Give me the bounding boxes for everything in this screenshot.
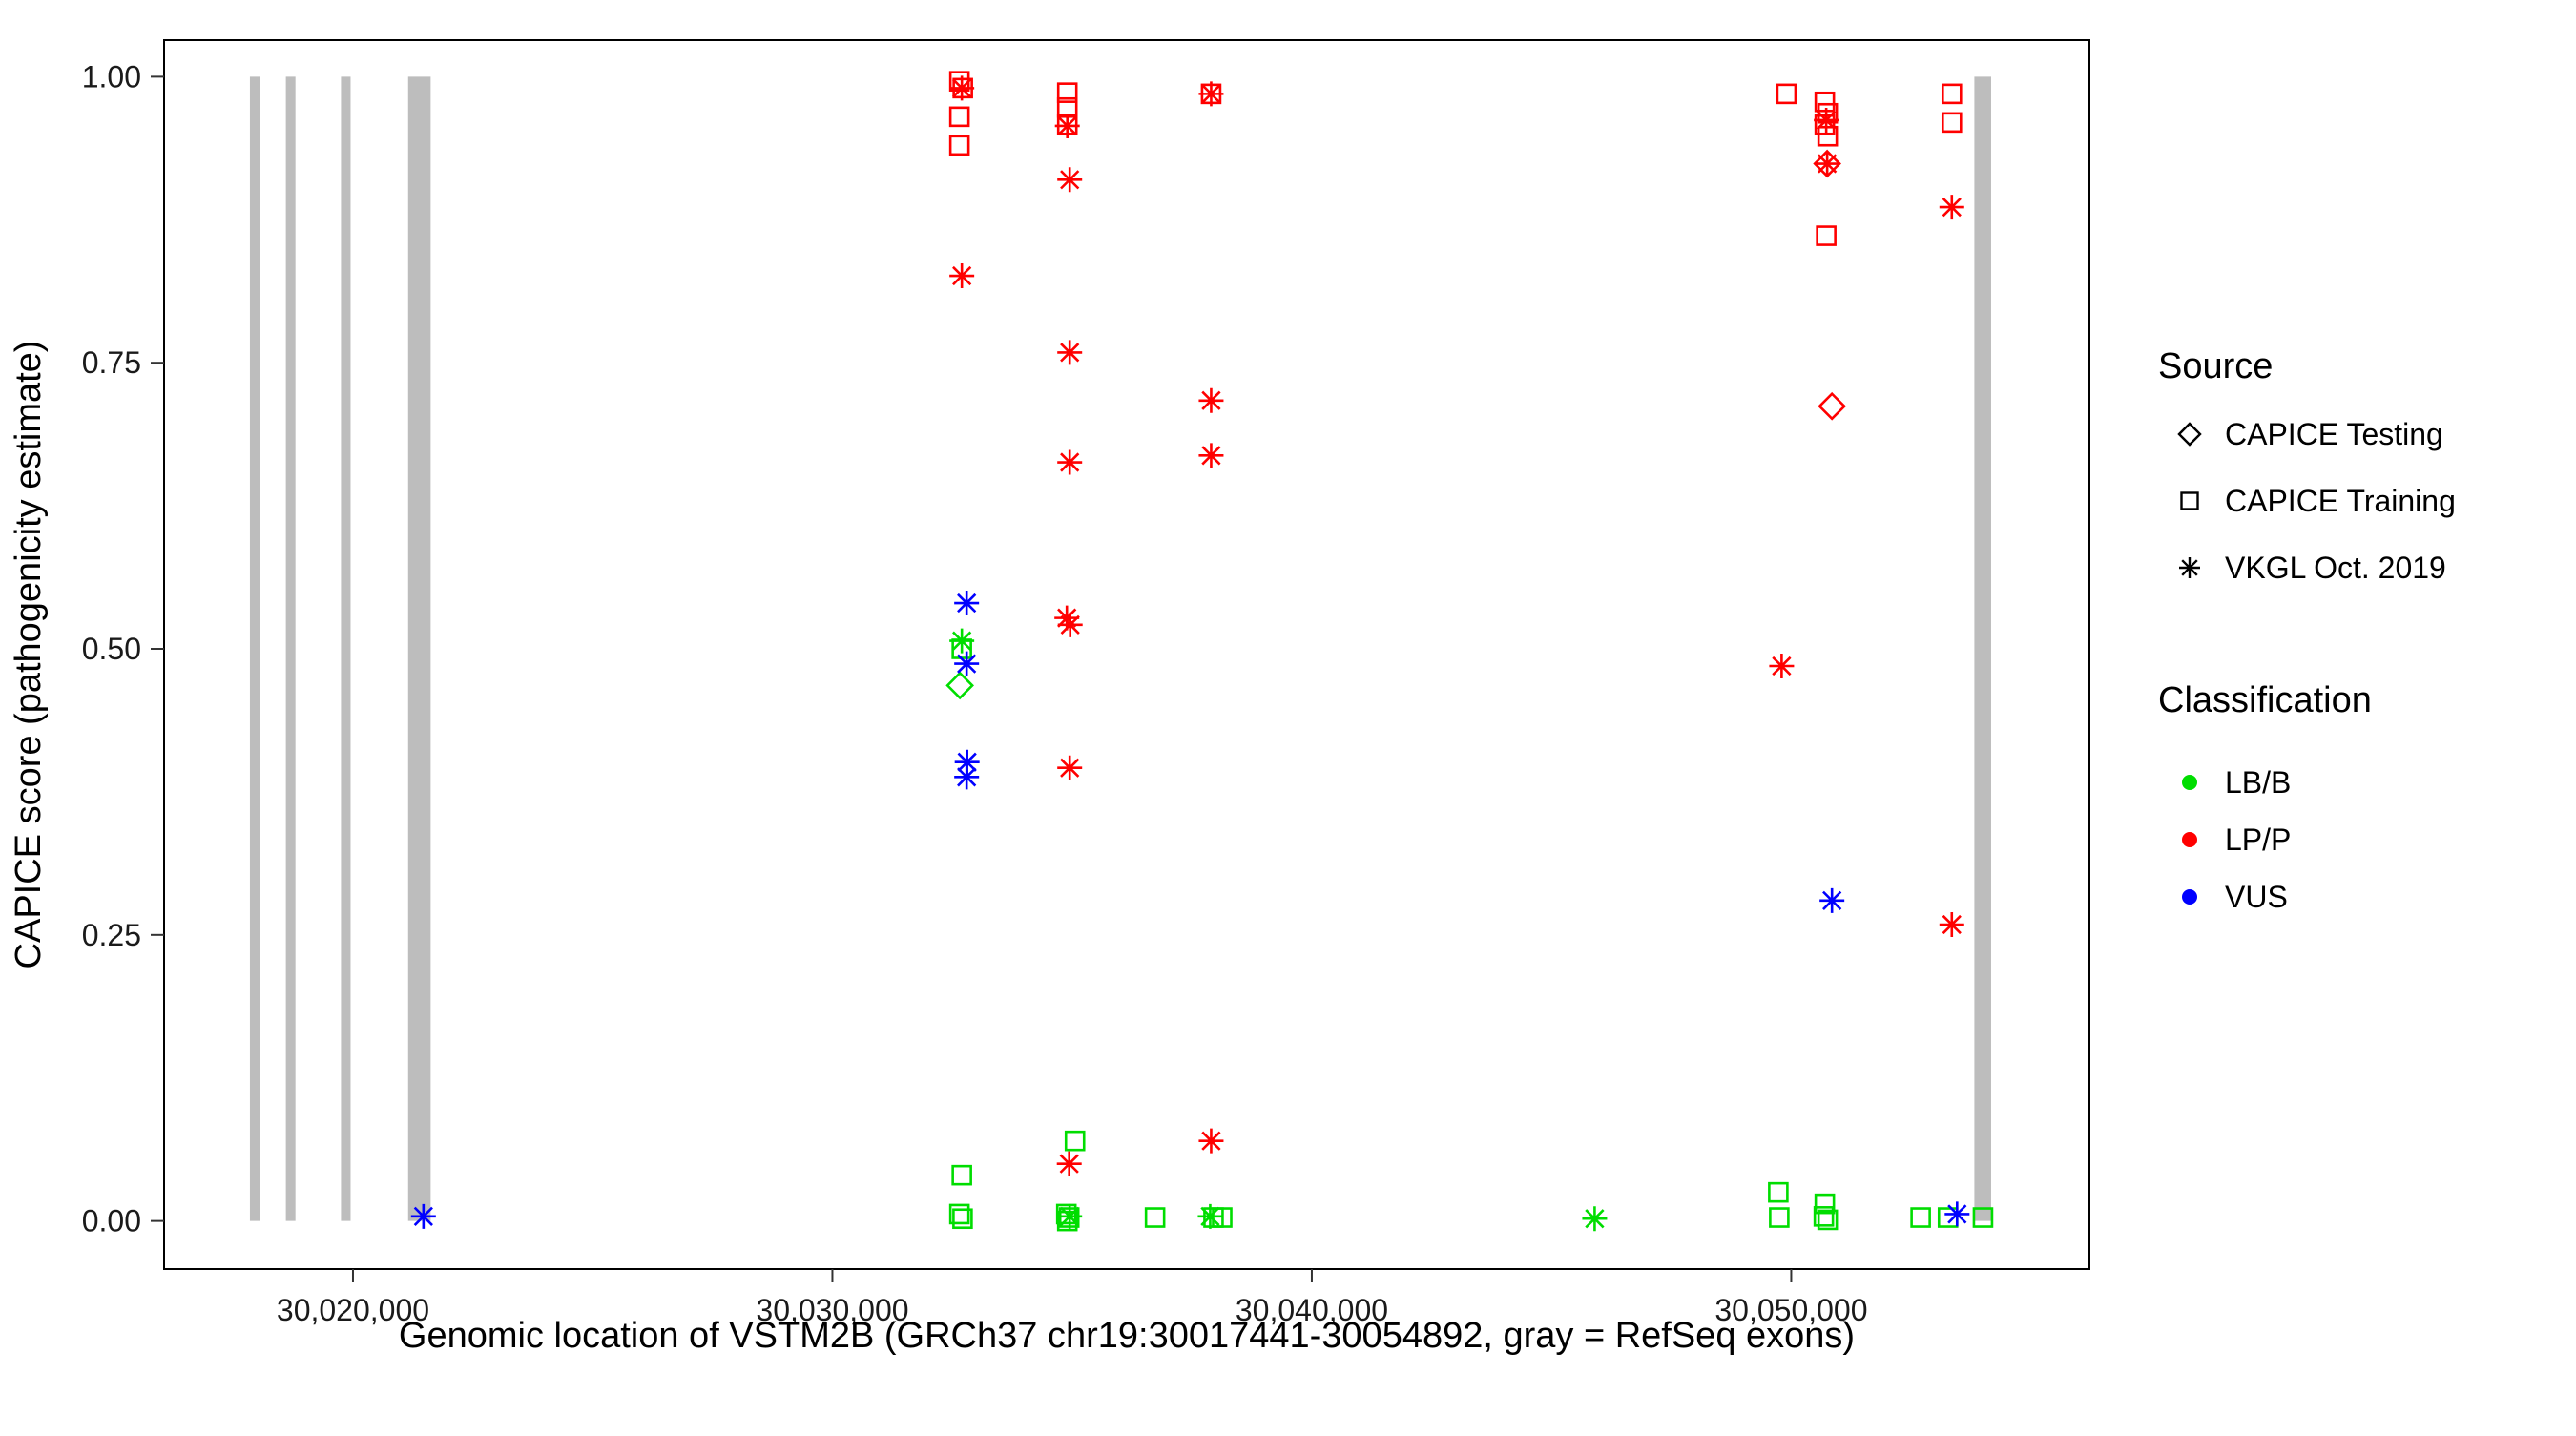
data-point-square (1056, 1210, 1078, 1232)
data-point-asterisk (1057, 612, 1083, 637)
data-point-asterisk (954, 591, 980, 616)
diamond-icon (2177, 422, 2202, 447)
data-point-square (1768, 1181, 1789, 1203)
data-point-asterisk (1198, 443, 1224, 468)
refseq-exon-bar (1974, 76, 1991, 1221)
legend-item-vkgl: VKGL Oct. 2019 (2179, 551, 2446, 585)
data-point-asterisk (410, 1203, 436, 1229)
data-point-asterisk (1198, 1128, 1224, 1154)
data-point-asterisk (1198, 387, 1224, 413)
data-point-diamond (1818, 391, 1847, 421)
data-point-square (1064, 1130, 1086, 1152)
x-axis-title: Genomic location of VSTM2B (GRCh37 chr19… (399, 1316, 1855, 1356)
data-point-square (1941, 112, 1963, 134)
axis-ticks-layer: 30,020,000 30,030,000 30,040,000 30,050,000… (82, 59, 1868, 1327)
data-point-diamond (1813, 149, 1841, 178)
data-point-square (1910, 1207, 1931, 1228)
refseq-exon-bar (407, 76, 431, 1221)
legend-classification-title: Classification (2158, 680, 2372, 720)
refseq-exon-bar (285, 76, 296, 1221)
asterisk-icon (2179, 557, 2200, 578)
plot-panel-border (163, 39, 2090, 1270)
data-point-asterisk (1769, 653, 1795, 678)
data-point-square (952, 1208, 973, 1230)
data-point-asterisk (1057, 167, 1083, 193)
legend: Source CAPICE Testing CAPICE Training VK… (2158, 346, 2456, 914)
refseq-exon-bar (341, 76, 351, 1221)
data-point-asterisk (1057, 1203, 1083, 1229)
legend-item-label: LP/P (2225, 822, 2291, 857)
legend-item-label: CAPICE Training (2225, 484, 2456, 518)
y-tick-label: 0.25 (82, 918, 141, 952)
data-point-square (1813, 1206, 1835, 1227)
square-icon (2180, 491, 2199, 510)
data-point-asterisk (1939, 912, 1964, 938)
data-point-asterisk (954, 749, 980, 775)
x-tick-label: 30,020,000 (277, 1293, 429, 1327)
x-tick-label: 30,040,000 (1236, 1293, 1388, 1327)
data-point-square (1941, 83, 1963, 105)
data-point-asterisk (1939, 195, 1964, 220)
data-point-square (1814, 114, 1836, 135)
refseq-exon-bar (249, 76, 260, 1221)
data-point-asterisk (954, 764, 980, 790)
refseq-exon-bars-layer (249, 76, 1991, 1221)
vus-dot-icon (2182, 889, 2197, 905)
data-point-square (1814, 91, 1836, 113)
x-tick-label: 30,050,000 (1714, 1293, 1867, 1327)
lpp-dot-icon (2182, 832, 2197, 847)
y-tick-label: 0.75 (82, 345, 141, 380)
data-point-square (1972, 1207, 1994, 1228)
data-point-asterisk (1054, 113, 1080, 138)
data-point-square (1816, 225, 1837, 246)
legend-item-label: CAPICE Testing (2225, 417, 2443, 451)
data-point-asterisk (1057, 449, 1083, 475)
data-point-asterisk (1197, 1203, 1223, 1229)
data-point-asterisk (1944, 1201, 1970, 1227)
legend-item-label: VKGL Oct. 2019 (2225, 551, 2446, 585)
data-point-asterisk (1819, 887, 1845, 913)
data-point-square (1814, 1193, 1836, 1215)
data-point-square (1817, 125, 1839, 147)
y-tick-label: 0.00 (82, 1204, 141, 1238)
legend-item-lpp: LP/P (2182, 822, 2291, 857)
legend-item-lbb: LB/B (2182, 765, 2291, 800)
data-point-square (1769, 1207, 1790, 1228)
data-point-square (1776, 83, 1797, 105)
legend-source-title: Source (2158, 346, 2273, 386)
data-point-asterisk (1814, 107, 1839, 133)
x-tick-label: 30,030,000 (756, 1293, 908, 1327)
y-tick-label: 0.50 (82, 632, 141, 666)
data-point-square (948, 106, 970, 128)
data-point-square (1817, 1209, 1839, 1231)
data-point-square (951, 1164, 972, 1186)
data-point-asterisk (949, 75, 975, 101)
data-point-square (948, 1203, 970, 1225)
data-points-layer (410, 71, 1994, 1232)
data-point-asterisk (1057, 340, 1083, 365)
data-point-asterisk (1198, 81, 1224, 107)
legend-item-capice-training: CAPICE Training (2180, 484, 2456, 518)
data-point-square (948, 135, 970, 156)
data-point-asterisk (949, 263, 975, 289)
y-tick-label: 1.00 (82, 59, 141, 94)
legend-item-vus: VUS (2182, 880, 2288, 914)
data-point-square (1144, 1207, 1166, 1228)
data-point-asterisk (1815, 151, 1840, 177)
data-point-asterisk (1056, 1151, 1082, 1176)
data-point-square (1056, 82, 1078, 103)
data-point-asterisk (949, 628, 975, 654)
lbb-dot-icon (2182, 775, 2197, 790)
data-point-diamond (945, 671, 974, 700)
data-point-asterisk (954, 651, 980, 676)
legend-item-label: LB/B (2225, 765, 2291, 800)
data-point-asterisk (1582, 1206, 1608, 1232)
legend-item-label: VUS (2225, 880, 2288, 914)
data-point-asterisk (1054, 605, 1080, 631)
data-point-asterisk (1057, 755, 1083, 780)
legend-item-capice-testing: CAPICE Testing (2177, 417, 2443, 451)
y-axis-title: CAPICE score (pathogenicity estimate) (9, 341, 49, 969)
